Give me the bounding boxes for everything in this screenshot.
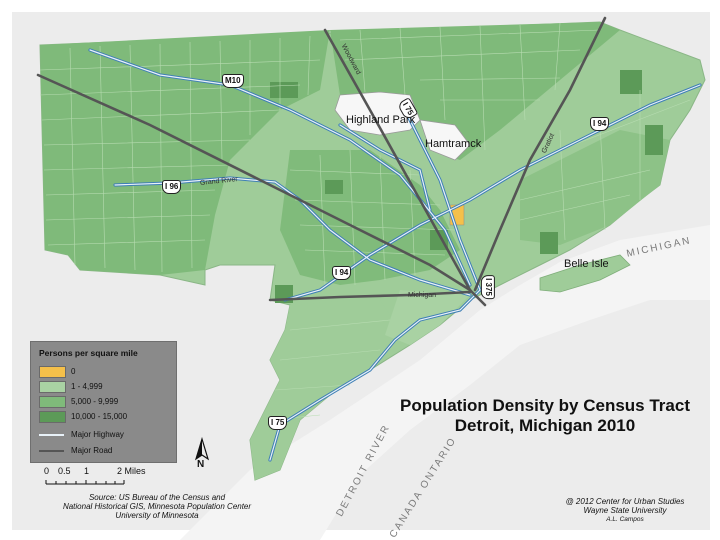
highway-shield-i96: I 96 <box>162 180 182 194</box>
hamtramck-area <box>419 119 471 161</box>
tract-dark <box>325 180 343 194</box>
road-woodward <box>323 28 472 292</box>
tract-dark <box>645 125 663 155</box>
highland-park-label: Highland Park <box>346 114 416 126</box>
detroit-river <box>180 225 710 540</box>
scale-bar: 0 0.5 1 2 Miles <box>44 466 194 496</box>
legend-line <box>39 450 64 452</box>
legend-item-zero: 0 <box>39 366 174 378</box>
belle-isle-label: Belle Isle <box>564 258 609 270</box>
hamtramck-label: Hamtramck <box>425 138 482 150</box>
michigan-ave-label: Michigan <box>408 292 437 299</box>
legend-item-major-road: Major Road <box>39 445 174 457</box>
legend-label: 10,000 - 15,000 <box>71 412 128 421</box>
density-zone-north <box>330 22 620 160</box>
legend-item-major-highway: Major Highway <box>39 429 174 441</box>
legend-swatch <box>39 411 66 423</box>
highway-shield-i94-west: I 94 <box>332 266 352 280</box>
source-line: National Historical GIS, Minnesota Popul… <box>62 502 252 511</box>
tract-dark <box>430 230 448 250</box>
source-line: University of Minnesota <box>115 511 199 520</box>
legend-item-high: 10,000 - 15,000 <box>39 411 174 423</box>
map-legend: Persons per square mile 0 1 - 4,999 5,00… <box>30 341 177 463</box>
legend-title: Persons per square mile <box>39 348 138 358</box>
source-note: Source: US Bureau of the Census and Nati… <box>12 493 302 520</box>
scale-label: 1 <box>84 466 90 476</box>
north-label: N <box>197 459 205 470</box>
credit-line: @ 2012 Center for Urban Studies <box>565 497 685 506</box>
legend-label: 1 - 4,999 <box>71 382 103 391</box>
density-zone-east <box>520 130 670 245</box>
legend-swatch <box>39 396 66 408</box>
highway-casing <box>89 49 701 461</box>
north-arrow: N <box>192 436 212 473</box>
road-gratiot <box>473 16 607 292</box>
credit-line: Wayne State University <box>583 506 667 515</box>
legend-label: 0 <box>71 367 76 376</box>
road-grand-river <box>36 73 472 292</box>
tract-dark <box>620 70 642 94</box>
road-michigan <box>268 290 472 302</box>
scale-label: 0 <box>44 466 50 476</box>
legend-label: Major Road <box>71 446 113 455</box>
credit-author: A.L. Campos <box>606 516 644 523</box>
belle-isle <box>539 254 631 293</box>
tract-dark <box>270 82 298 98</box>
scale-label: 2 Miles <box>117 466 146 476</box>
highway-shield-i75-south: I 75 <box>268 416 288 430</box>
legend-label: 5,000 - 9,999 <box>71 397 119 406</box>
scale-bar-graphic <box>45 480 125 485</box>
density-zone-west <box>40 30 330 275</box>
highway-shield-i375: I 375 <box>480 275 495 299</box>
map-title-line1: Population Density by Census Tract <box>399 396 690 415</box>
major-roads <box>36 16 607 307</box>
map-title: Population Density by Census Tract Detro… <box>380 396 710 436</box>
highway-shield-i94-east: I 94 <box>590 117 610 131</box>
legend-item-low: 1 - 4,999 <box>39 381 174 393</box>
legend-label: Major Highway <box>71 430 124 439</box>
source-line: Source: US Bureau of the Census and <box>88 493 226 502</box>
legend-item-mid: 5,000 - 9,999 <box>39 396 174 408</box>
credit-note: @ 2012 Center for Urban Studies Wayne St… <box>530 497 720 524</box>
map-title-line2: Detroit, Michigan 2010 <box>454 416 636 435</box>
density-zone-southwest <box>250 300 400 480</box>
tract-dark <box>540 232 558 254</box>
legend-swatch <box>39 381 66 393</box>
north-arrow-icon <box>194 436 210 461</box>
legend-swatch <box>39 366 66 378</box>
scale-label: 0.5 <box>58 466 71 476</box>
legend-line <box>39 434 64 436</box>
road-convergence <box>468 288 487 307</box>
highway-shield-m10: M10 <box>222 74 244 88</box>
